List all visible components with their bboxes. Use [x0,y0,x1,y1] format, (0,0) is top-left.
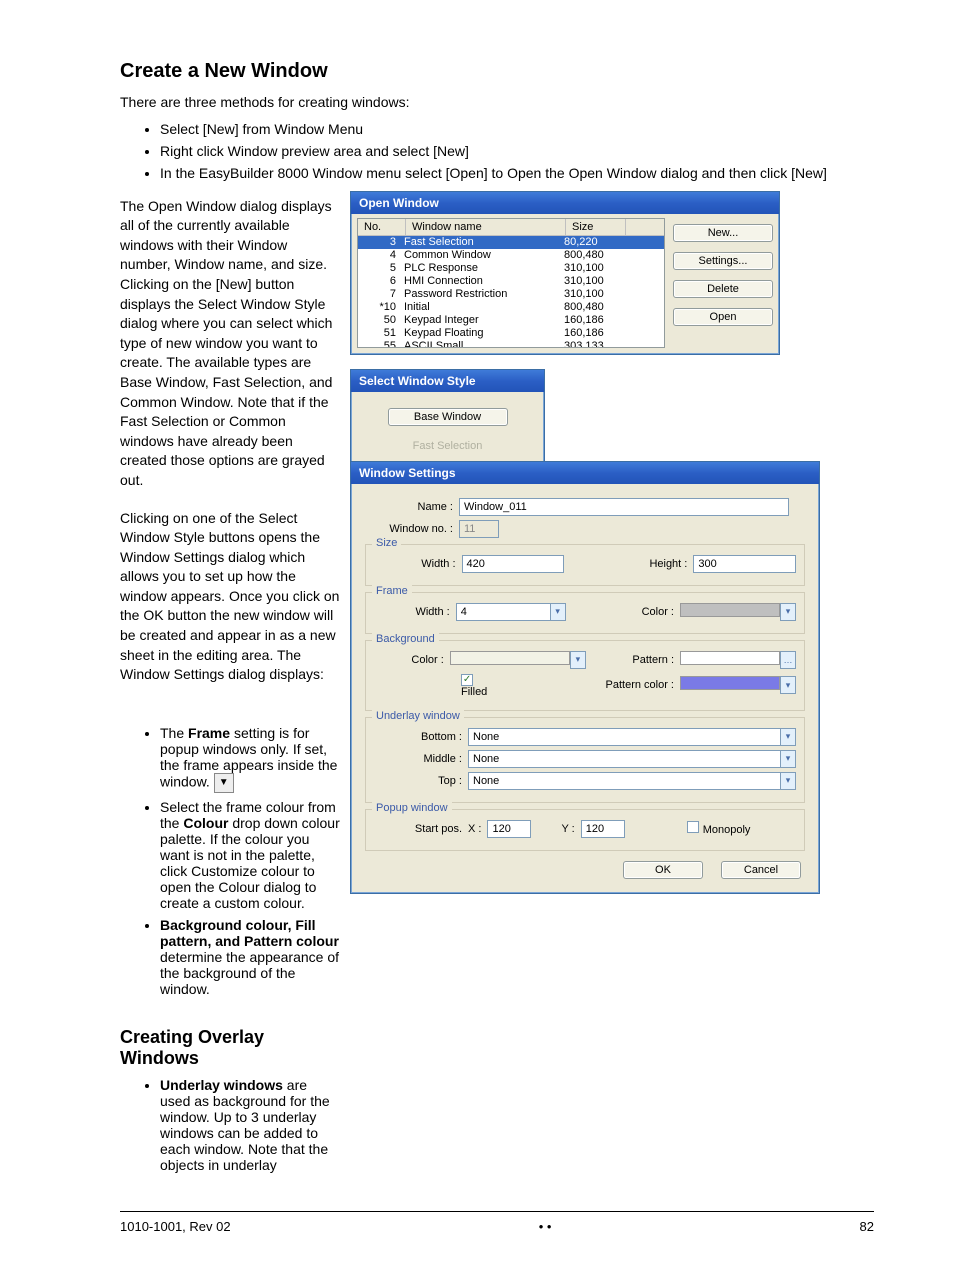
table-row[interactable]: 50Keypad Integer160,186 [358,314,664,327]
dialog-title: Window Settings [351,462,819,484]
top-label: Top : [374,775,462,787]
middle-label: Middle : [374,753,462,765]
footer-rule [120,1211,874,1212]
window-no-label: Window no. : [365,523,453,535]
monopoly-checkbox[interactable]: Monopoly [687,821,751,836]
intro-text: There are three methods for creating win… [120,93,874,113]
select-style-dialog: Select Window Style Base Window Fast Sel… [350,369,545,464]
list-item: Select [New] from Window Menu [160,121,874,137]
frame-width-combo[interactable]: 4▾ [456,603,566,621]
chevron-down-icon[interactable]: ▾ [570,651,586,669]
list-item: Select the frame colour from the Colour … [160,799,340,911]
frame-width-label: Width : [374,606,450,618]
table-row[interactable]: 55ASCII Small303,133 [358,340,664,348]
window-list[interactable]: No. Window name Size 3Fast Selection80,2… [357,218,665,348]
table-row[interactable]: 5PLC Response310,100 [358,262,664,275]
overlay-list: Underlay windows are used as background … [120,1077,340,1173]
height-label: Height : [632,558,688,570]
list-item: In the EasyBuilder 8000 Window menu sele… [160,165,874,181]
open-window-dialog: Open Window No. Window name Size 3Fast S… [350,191,780,355]
y-input[interactable]: 120 [581,820,625,838]
frame-color-label: Color : [622,606,674,618]
bottom-label: Bottom : [374,731,462,743]
pattern-combo[interactable]: … [680,651,796,669]
window-settings-description: Clicking on one of the Select Window Sty… [120,509,340,685]
y-label: Y : [561,823,574,835]
cancel-button[interactable]: Cancel [721,861,801,879]
width-label: Width : [374,558,456,570]
list-item: Background colour, Fill pattern, and Pat… [160,917,340,997]
table-row[interactable]: 51Keypad Floating160,186 [358,327,664,340]
window-no-input: 11 [459,520,499,538]
pattern-label: Pattern : [618,654,674,666]
ellipsis-icon[interactable]: … [780,651,796,669]
chevron-down-icon[interactable]: ▾ [780,603,796,621]
heading-overlay: Creating Overlay Windows [120,1027,340,1069]
chevron-down-icon[interactable]: ▾ [780,772,796,790]
height-input[interactable]: 300 [693,555,796,573]
new-button[interactable]: New... [673,224,773,242]
width-input[interactable]: 420 [462,555,565,573]
heading-create-new: Create a New Window [120,60,874,83]
list-item: Right click Window preview area and sele… [160,143,874,159]
chevron-down-icon[interactable]: ▾ [550,603,566,621]
dropdown-icon: ▼ [214,773,234,793]
open-button[interactable]: Open [673,308,773,326]
startpos-label: Start pos. [374,823,462,835]
size-group: Size Width : 420 Height : 300 [365,544,805,586]
underlay-group: Underlay window Bottom : None▾ Middle : … [365,717,805,803]
settings-button[interactable]: Settings... [673,252,773,270]
list-item: The Frame setting is for popup windows o… [160,725,340,793]
frame-group: Frame Width : 4▾ Color : ▾ [365,592,805,634]
middle-combo[interactable]: None▾ [468,750,796,768]
open-window-description: The Open Window dialog displays all of t… [120,197,340,491]
filled-checkbox[interactable]: ✓Filled [461,673,500,698]
bg-color-combo[interactable]: ▾ [450,651,586,669]
table-row[interactable]: 6HMI Connection310,100 [358,275,664,288]
pattern-color-label: Pattern color : [600,679,674,691]
table-row[interactable]: *10Initial800,480 [358,301,664,314]
frame-color-combo[interactable]: ▾ [680,603,796,621]
list-item: Underlay windows are used as background … [160,1077,340,1173]
dialog-title: Select Window Style [351,370,544,392]
background-group: Background Color : ▾ Pattern : … ✓Filled… [365,640,805,711]
list-header: No. Window name Size [358,219,664,236]
pattern-color-combo[interactable]: ▾ [680,676,796,694]
ok-button[interactable]: OK [623,861,703,879]
delete-button[interactable]: Delete [673,280,773,298]
window-settings-dialog: Window Settings Name : Window_011 Window… [350,461,820,894]
tips-list: The Frame setting is for popup windows o… [120,725,340,997]
top-combo[interactable]: None▾ [468,772,796,790]
chevron-down-icon[interactable]: ▾ [780,676,796,694]
name-input[interactable]: Window_011 [459,498,789,516]
x-label: X : [468,823,481,835]
chevron-down-icon[interactable]: ▾ [780,750,796,768]
base-window-button[interactable]: Base Window [388,408,508,426]
popup-group: Popup window Start pos. X : 120 Y : 120 … [365,809,805,851]
table-row[interactable]: 7Password Restriction310,100 [358,288,664,301]
table-row[interactable]: 4Common Window800,480 [358,249,664,262]
page-footer: 1010-1001, Rev 02 • • 82 [120,1219,874,1234]
methods-list: Select [New] from Window Menu Right clic… [120,121,874,181]
bottom-combo[interactable]: None▾ [468,728,796,746]
dialog-title: Open Window [351,192,779,214]
fast-selection-disabled: Fast Selection [413,440,483,452]
chevron-down-icon[interactable]: ▾ [780,728,796,746]
x-input[interactable]: 120 [487,820,531,838]
name-label: Name : [365,501,453,513]
bg-color-label: Color : [374,654,444,666]
table-row[interactable]: 3Fast Selection80,220 [358,236,664,249]
